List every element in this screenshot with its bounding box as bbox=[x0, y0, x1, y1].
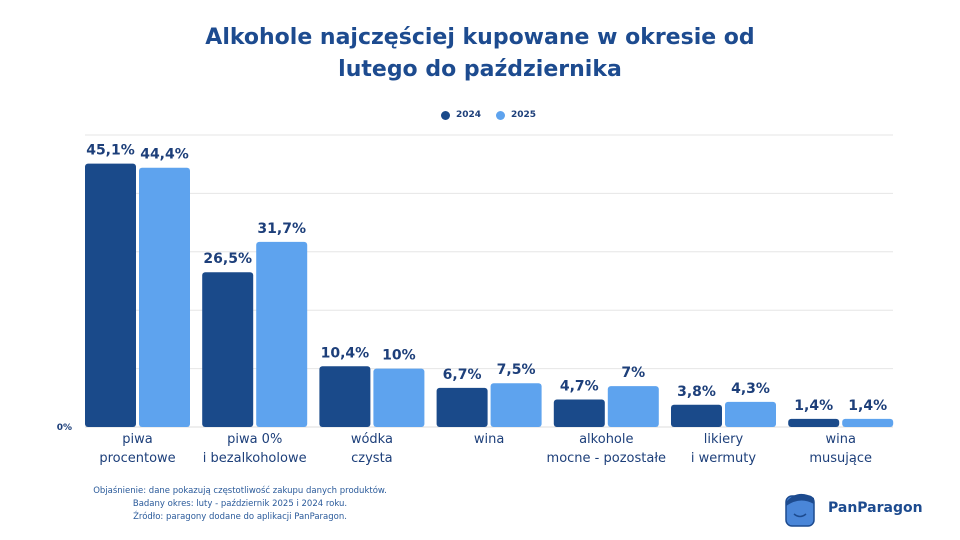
chart-title: Alkohole najczęściej kupowane w okresie … bbox=[0, 22, 960, 86]
bar-2024 bbox=[85, 163, 136, 427]
category-label: piwa 0% bbox=[227, 432, 282, 447]
legend-dot-icon bbox=[441, 110, 450, 120]
data-label: 10% bbox=[382, 348, 416, 364]
legend-item-2024: 2024 bbox=[441, 110, 481, 120]
y-tick-label: 0% bbox=[57, 423, 72, 433]
bar-2024 bbox=[202, 272, 254, 427]
category-label: procentowe bbox=[99, 451, 175, 466]
data-label: 1,4% bbox=[848, 398, 887, 414]
category-label: mocne - pozostałe bbox=[547, 451, 666, 466]
bar-2025 bbox=[725, 401, 776, 427]
data-label: 1,4% bbox=[794, 398, 833, 414]
bar-2024 bbox=[553, 399, 605, 427]
panparagon-logo: PanParagon bbox=[780, 488, 923, 528]
data-label: 10,4% bbox=[321, 345, 370, 361]
category-label: wina bbox=[474, 432, 504, 447]
data-label: 3,8% bbox=[677, 384, 716, 400]
logo-text: PanParagon bbox=[828, 500, 923, 516]
data-label: 4,7% bbox=[560, 379, 599, 395]
footnote: Objaśnienie: dane pokazują częstotliwość… bbox=[60, 485, 420, 524]
category-label: czysta bbox=[351, 451, 393, 466]
category-label: wódka bbox=[351, 432, 393, 447]
data-label: 44,4% bbox=[140, 147, 189, 163]
footnote-explanation: Objaśnienie: dane pokazują częstotliwość… bbox=[93, 486, 387, 496]
data-label: 7,5% bbox=[497, 362, 536, 378]
data-label: 26,5% bbox=[203, 251, 252, 267]
bar-2025 bbox=[256, 241, 308, 427]
legend-label: 2025 bbox=[511, 110, 537, 120]
title-line-1: Alkohole najczęściej kupowane w okresie … bbox=[205, 25, 755, 50]
bar-2025 bbox=[607, 386, 659, 427]
data-label: 31,7% bbox=[257, 221, 306, 237]
data-label: 7% bbox=[621, 365, 645, 381]
bar-2025 bbox=[490, 383, 542, 427]
data-label: 6,7% bbox=[443, 367, 482, 383]
bar-2024 bbox=[671, 404, 722, 427]
bar-chart: 0% 45,1% 44,4% piwa procentowe 26,5% 31,7% piwa… bbox=[57, 134, 894, 466]
bar-2024 bbox=[319, 366, 371, 427]
data-label: 45,1% bbox=[86, 143, 135, 159]
bar-2025 bbox=[139, 167, 190, 428]
category-label: wina bbox=[825, 432, 855, 447]
footnote-period: Badany okres: luty - październik 2025 i … bbox=[132, 499, 348, 509]
category-label: piwa bbox=[122, 432, 152, 447]
bar-2025 bbox=[373, 368, 425, 427]
legend-dot-icon bbox=[496, 110, 505, 120]
category-label: i wermuty bbox=[691, 451, 756, 466]
data-label: 4,3% bbox=[731, 381, 770, 397]
mascot-icon bbox=[785, 493, 815, 527]
legend-item-2025: 2025 bbox=[496, 110, 536, 120]
title-line-2: lutego do października bbox=[338, 57, 622, 82]
bar-2025 bbox=[842, 418, 894, 427]
legend-label: 2024 bbox=[456, 110, 482, 120]
category-label: i bezalkoholowe bbox=[203, 451, 307, 466]
bar-2024 bbox=[436, 387, 488, 427]
category-label: likiery bbox=[704, 432, 744, 447]
bar-2024 bbox=[788, 418, 840, 427]
category-label: alkohole bbox=[579, 432, 633, 447]
category-label: musujące bbox=[809, 451, 872, 466]
footnote-source: Źródło: paragony dodane do aplikacji Pan… bbox=[133, 512, 347, 522]
